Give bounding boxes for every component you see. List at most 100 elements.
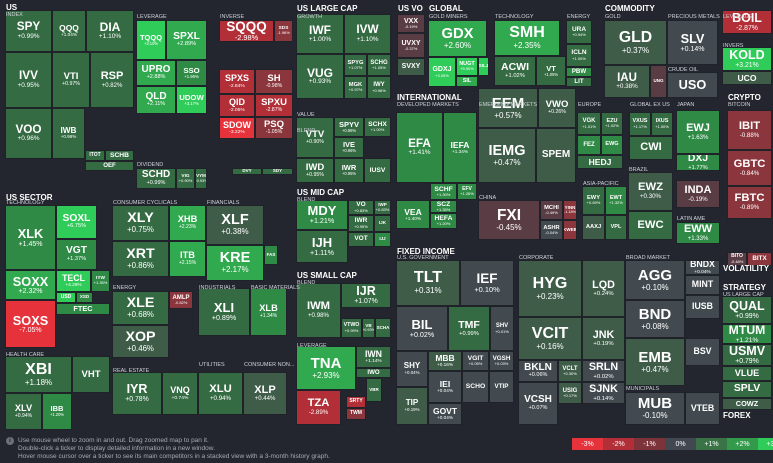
tile-vig[interactable]: VIG +0.90% — [176, 168, 195, 189]
tile-iefa[interactable]: IEFA +1.34% — [443, 112, 477, 183]
tile-ief[interactable]: IEF +0.10% — [460, 260, 514, 306]
tile-gdx[interactable]: GDX +2.60% — [428, 20, 487, 57]
tile-spyg[interactable]: SPYG +1.07% — [344, 54, 367, 76]
tile-ezu[interactable]: EZU +1.02% — [601, 112, 623, 135]
tile-mdy[interactable]: MDY +1.21% — [296, 200, 348, 230]
tile-tna[interactable]: TNA +2.93% — [296, 346, 356, 390]
tile-xlk[interactable]: XLK +1.45% — [5, 205, 56, 270]
tile-mtum[interactable]: MTUM +1.21% — [722, 324, 772, 344]
tile-vteb[interactable]: VTEB — [685, 392, 720, 425]
tile-qual[interactable]: QUAL +0.99% — [722, 296, 772, 324]
tile-sil[interactable]: SIL — [456, 76, 478, 87]
tile-ura[interactable]: URA +0.94% — [566, 20, 592, 44]
tile-boil[interactable]: BOIL -2.87% — [722, 10, 772, 34]
tile-udow[interactable]: UDOW +3.17% — [176, 86, 207, 114]
tile-soxs[interactable]: SOXS -7.05% — [5, 300, 56, 348]
tile-ivw[interactable]: IVW +1.10% — [344, 14, 391, 54]
tile-usmv[interactable]: USMV +0.79% — [722, 344, 772, 366]
tile-hedj[interactable]: HEDJ — [577, 155, 623, 169]
tile-spyv[interactable]: SPYV +0.96% — [334, 117, 364, 137]
tile-iusb[interactable]: IUSB — [685, 295, 720, 319]
tile-fxi[interactable]: FXI -0.45% — [478, 200, 540, 240]
tile-silj[interactable]: SILJ — [478, 57, 489, 76]
tile-sdy[interactable]: SDY — [262, 168, 293, 175]
tile-vlue[interactable]: VLUE — [722, 366, 772, 381]
tile-vnq[interactable]: VNQ +0.74% — [162, 372, 198, 415]
tile-vym[interactable]: VYM +0.93% — [195, 168, 207, 189]
tile-emb[interactable]: EMB +0.47% — [625, 338, 685, 386]
tile-srln[interactable]: SRLN +0.02% — [582, 360, 625, 382]
tile-ijj[interactable]: IJJ — [374, 232, 391, 247]
tile-ibit[interactable]: IBIT -0.88% — [727, 110, 772, 150]
tile-oef[interactable]: OEF — [85, 161, 134, 171]
tile-vxus[interactable]: VXUS +1.17% — [629, 112, 651, 136]
tile-tza[interactable]: TZA -2.89% — [296, 390, 341, 425]
tile-lqd[interactable]: LQD +0.24% — [582, 260, 625, 317]
tile-schx[interactable]: SCHX +1.00% — [364, 117, 391, 137]
tile-eem[interactable]: EEM +0.57% — [478, 88, 538, 128]
tile-efv[interactable]: EFV +1.26% — [457, 183, 477, 200]
tile-vgit[interactable]: VGIT +0.05% — [462, 351, 489, 371]
tile-govt[interactable]: GOVT +0.04% — [428, 403, 462, 425]
tile-vgt[interactable]: VGT +1.37% — [56, 239, 97, 270]
tile-aaxj[interactable]: AAXJ — [582, 215, 605, 240]
tile-iwm[interactable]: IWM +0.98% — [296, 283, 341, 338]
tile-iwo[interactable]: IWO — [356, 368, 391, 378]
tile-shy[interactable]: SHY +0.04% — [396, 351, 428, 387]
tile-ewg[interactable]: EWG — [601, 135, 623, 155]
tile-schf[interactable]: SCHF +1.30% — [430, 183, 457, 200]
tile-spem[interactable]: SPEM — [536, 128, 576, 183]
tile-ewc[interactable]: EWC — [628, 211, 673, 240]
tile-fez[interactable]: FEZ — [577, 135, 601, 155]
tile-iwn[interactable]: IWN +1.14% — [356, 346, 391, 368]
tile-scho[interactable]: SCHO — [462, 371, 489, 403]
tile-hefa[interactable]: HEFA +1.20% — [430, 213, 457, 229]
tile-xly[interactable]: XLY +0.75% — [112, 205, 169, 241]
tile-tqqq[interactable]: TQQQ +3.10% — [136, 20, 166, 60]
tile-kre[interactable]: KRE +2.17% — [206, 245, 264, 281]
tile-mchi[interactable]: MCHI -0.49% — [540, 200, 563, 220]
tile-ftec[interactable]: FTEC — [56, 303, 110, 315]
tile-shv[interactable]: SHV +0.01% — [490, 306, 514, 351]
tile-xlb[interactable]: XLB +1.34% — [250, 288, 287, 336]
tile-sqqq[interactable]: SQQQ -2.98% — [219, 20, 274, 42]
tile-usig[interactable]: USIG +0.17% — [558, 382, 582, 404]
tile-vbr[interactable]: VBR — [366, 378, 382, 402]
tile-inda[interactable]: INDA -0.19% — [676, 180, 720, 208]
tile-scha[interactable]: SCHA — [375, 318, 391, 338]
tile-vot[interactable]: VOT — [348, 232, 374, 247]
tile-vcsh[interactable]: VCSH +0.07% — [518, 382, 558, 425]
tile-mub[interactable]: MUB -0.10% — [625, 392, 685, 425]
tile-iwf[interactable]: IWF +1.00% — [296, 14, 344, 54]
tile-vtwo[interactable]: VTWO +0.99% — [341, 318, 362, 338]
tile-tlt[interactable]: TLT +0.31% — [396, 260, 460, 306]
tile-bnd[interactable]: BND +0.08% — [625, 300, 685, 338]
tile-vtv[interactable]: VTV +0.90% — [296, 117, 334, 158]
tile-tecl[interactable]: TECL +4.29% — [56, 270, 91, 292]
tile-xsd[interactable]: XSD — [76, 292, 93, 303]
tile-ewj[interactable]: EWJ +1.63% — [676, 110, 720, 154]
tile-ijk[interactable]: IJK — [374, 215, 391, 232]
tile-scz[interactable]: SCZ +1.35% — [430, 200, 457, 213]
tile-agg[interactable]: AGG +0.10% — [625, 260, 685, 300]
tile-bil[interactable]: BIL +0.02% — [396, 306, 448, 351]
tile-ijh[interactable]: IJH +1.11% — [296, 230, 348, 263]
tile-spxu[interactable]: SPXU -2.87% — [255, 94, 293, 117]
tile-schd[interactable]: SCHD +0.99% — [136, 168, 176, 189]
tile-vcit[interactable]: VCIT +0.16% — [518, 317, 582, 360]
tile-iwr[interactable]: IWR +0.95% — [348, 215, 374, 232]
tile-splv[interactable]: SPLV — [722, 381, 772, 398]
tile-cowz[interactable]: COWZ — [722, 398, 772, 410]
tile-ibb[interactable]: IBB +1.20% — [42, 393, 72, 430]
tile-ewy[interactable]: EWY +0.69% — [582, 186, 605, 215]
tile-vea[interactable]: VEA +1.40% — [396, 200, 430, 229]
tile-efa[interactable]: EFA +1.41% — [396, 112, 443, 183]
tile-sds[interactable]: SDS -1.96% — [274, 20, 293, 42]
tile-mgk[interactable]: MGK +0.97% — [344, 76, 367, 99]
tile-upro[interactable]: UPRO +2.88% — [136, 60, 176, 86]
tile-ashr[interactable]: ASHR -0.04% — [540, 220, 563, 240]
tile-qid[interactable]: QID -2.05% — [219, 94, 255, 117]
tile-iwb[interactable]: IWB +0.98% — [52, 108, 85, 159]
tile-rsp[interactable]: RSP +0.82% — [90, 52, 134, 108]
tile-vxx[interactable]: VXX -0.19% — [397, 14, 425, 33]
